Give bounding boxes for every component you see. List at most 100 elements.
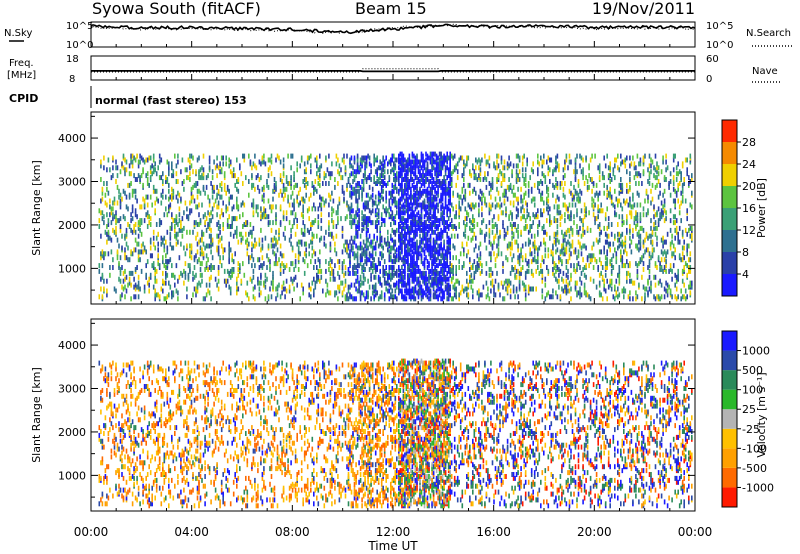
power-cell xyxy=(251,182,253,188)
power-cell xyxy=(567,165,569,171)
power-cell xyxy=(410,253,412,259)
power-cell xyxy=(394,200,397,206)
power-cell xyxy=(210,296,212,302)
power-cell xyxy=(323,241,326,247)
power-cell xyxy=(365,192,368,198)
power-cell xyxy=(251,253,253,259)
power-cell xyxy=(494,165,497,171)
power-cell xyxy=(356,255,359,261)
power-cell xyxy=(626,251,628,257)
power-cell xyxy=(145,173,147,179)
power-cell xyxy=(414,165,417,171)
power-cell xyxy=(527,188,530,194)
power-cell xyxy=(472,222,474,227)
power-cell xyxy=(313,292,315,298)
power-cell xyxy=(252,286,255,292)
power-cell xyxy=(417,177,420,182)
power-cell xyxy=(618,231,621,237)
power-cell xyxy=(236,229,238,235)
power-cell xyxy=(604,239,607,245)
power-cell xyxy=(463,251,465,257)
power-cell xyxy=(556,224,559,229)
power-cell xyxy=(229,268,232,274)
power-cell xyxy=(493,284,495,290)
power-cell xyxy=(446,186,448,192)
power-cell xyxy=(110,249,113,255)
power-cell xyxy=(267,257,270,263)
power-cell xyxy=(101,186,104,192)
power-cell xyxy=(216,233,218,239)
power-cell xyxy=(467,155,470,161)
power-cell xyxy=(438,161,441,167)
power-cell xyxy=(267,198,270,204)
power-cell xyxy=(294,231,297,237)
power-cell xyxy=(494,263,497,269)
power-cell xyxy=(404,204,406,210)
power-cell xyxy=(567,214,569,220)
power-cell xyxy=(355,270,357,276)
power-cell xyxy=(618,182,621,188)
power-cell xyxy=(479,196,482,202)
power-cell xyxy=(431,151,433,157)
power-cell xyxy=(374,267,377,272)
power-cell xyxy=(204,212,206,218)
power-cell xyxy=(344,216,347,222)
power-cell xyxy=(555,249,557,255)
power-cell xyxy=(579,216,581,222)
power-cell xyxy=(553,184,556,190)
power-cell xyxy=(152,229,155,235)
power-cell xyxy=(359,245,362,251)
power-cell xyxy=(331,190,333,196)
power-cell xyxy=(320,206,323,212)
power-cell xyxy=(379,251,381,257)
power-cell xyxy=(419,202,421,208)
power-cell xyxy=(530,167,533,173)
power-cell xyxy=(402,282,405,288)
power-cell xyxy=(537,184,539,190)
power-cell xyxy=(529,286,531,292)
power-cell xyxy=(278,235,280,241)
power-cell xyxy=(452,265,454,270)
power-cell xyxy=(423,270,426,276)
power-cell xyxy=(438,278,441,284)
power-cell xyxy=(438,165,441,171)
power-cell xyxy=(171,263,173,269)
power-cell xyxy=(432,177,435,182)
power-cell xyxy=(440,161,442,167)
power-cell xyxy=(527,229,530,235)
power-cell xyxy=(169,202,172,208)
power-cell xyxy=(243,202,246,208)
power-cell xyxy=(541,212,544,218)
power-cell xyxy=(639,202,642,208)
power-cell xyxy=(202,184,205,190)
power-cell xyxy=(201,237,203,243)
power-cell xyxy=(254,237,256,243)
power-cell xyxy=(603,182,605,188)
power-cell xyxy=(317,167,320,173)
power-cell xyxy=(387,161,389,167)
power-cell xyxy=(571,202,574,208)
power-cell xyxy=(431,173,433,179)
power-cell xyxy=(530,233,533,239)
power-cell xyxy=(355,224,357,229)
power-cell xyxy=(359,241,362,247)
power-cell xyxy=(402,294,405,300)
power-cell xyxy=(595,259,598,265)
power-cell xyxy=(275,237,277,243)
power-cell xyxy=(383,169,386,175)
power-cell xyxy=(515,214,518,220)
power-cell xyxy=(359,282,362,288)
power-cell xyxy=(437,188,439,194)
power-cell xyxy=(506,196,509,202)
power-cell xyxy=(407,243,409,249)
power-cell xyxy=(396,210,398,216)
power-cell xyxy=(133,173,135,179)
power-cell xyxy=(582,231,584,237)
power-cell xyxy=(303,231,306,237)
power-cell xyxy=(523,286,525,292)
power-cell xyxy=(606,225,608,231)
power-cell xyxy=(434,151,436,157)
power-cell xyxy=(408,167,411,173)
power-cell xyxy=(466,270,468,276)
power-cell xyxy=(172,169,175,175)
